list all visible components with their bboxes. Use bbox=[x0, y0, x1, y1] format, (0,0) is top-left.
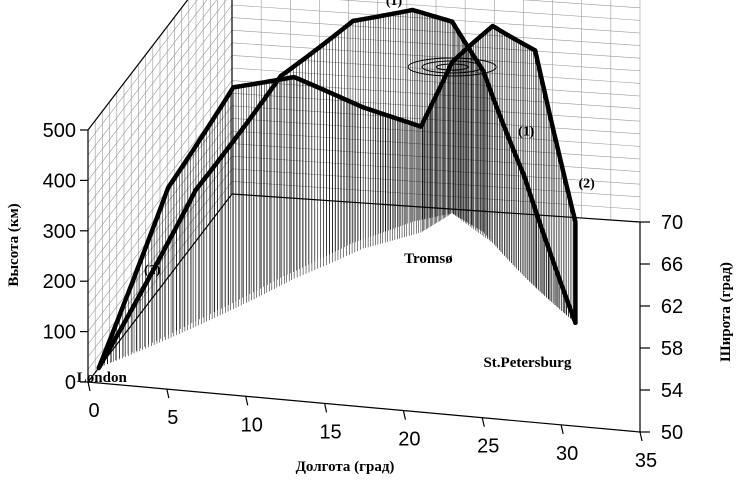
x-axis-line bbox=[87, 381, 641, 433]
y-tick-label: 66 bbox=[661, 254, 683, 276]
tromso-marker-ring bbox=[435, 63, 469, 71]
series-label: (2) bbox=[578, 176, 595, 191]
y-tick-label: 50 bbox=[661, 422, 683, 444]
labels: Высота (км) Долгота (град) Широта (град) bbox=[6, 203, 734, 475]
z-axis-title: Высота (км) bbox=[6, 203, 22, 286]
x-tick-mark bbox=[639, 431, 643, 442]
y-tick-label: 58 bbox=[661, 338, 683, 360]
left-wall-gridline bbox=[87, 0, 208, 156]
left-wall-gridline bbox=[87, 0, 217, 168]
series-label: (2) bbox=[144, 263, 161, 278]
back-wall-gridline bbox=[338, 0, 641, 21]
z-tick-label: 0 bbox=[65, 372, 76, 394]
y-tick-label: 62 bbox=[661, 296, 683, 318]
x-tick-mark bbox=[245, 396, 249, 406]
y-tick-label: 54 bbox=[661, 380, 683, 402]
y-tick-label: 70 bbox=[661, 212, 683, 234]
place-labels: London Tromsø St.Petersburg bbox=[77, 251, 572, 386]
z-tick-label: 100 bbox=[43, 322, 76, 344]
z-tick-label: 300 bbox=[43, 221, 76, 243]
x-tick-label: 30 bbox=[556, 443, 578, 465]
place-label: London bbox=[77, 370, 128, 386]
drop-lines bbox=[101, 9, 576, 367]
z-tick-label: 200 bbox=[43, 271, 76, 293]
series-label: (1) bbox=[386, 0, 403, 9]
x-tick-mark bbox=[323, 403, 328, 413]
x-tick-label: 35 bbox=[635, 450, 657, 472]
x-tick-label: 0 bbox=[88, 400, 99, 422]
z-tick-label: 500 bbox=[43, 120, 76, 142]
left-wall-gridline bbox=[87, 55, 233, 244]
x-tick-label: 25 bbox=[477, 436, 499, 458]
left-wall-gridline bbox=[87, 42, 233, 231]
x-tick-mark bbox=[166, 389, 170, 399]
left-wall-gridline bbox=[87, 0, 227, 181]
left-wall-gridline bbox=[87, 17, 233, 206]
x-tick-mark bbox=[402, 410, 407, 420]
left-wall-gridline bbox=[87, 67, 233, 257]
left-wall-gridline bbox=[87, 4, 233, 194]
box-edge bbox=[87, 0, 189, 131]
left-wall-gridline bbox=[87, 80, 233, 269]
tromso-marker-ring bbox=[421, 60, 483, 74]
y-axis-title: Широта (град) bbox=[718, 262, 734, 362]
z-tick-label: 400 bbox=[43, 170, 76, 192]
x-tick-label: 10 bbox=[241, 414, 263, 436]
tromso-marker-ring bbox=[407, 57, 497, 77]
place-label: Tromsø bbox=[404, 251, 453, 267]
left-wall-gridline bbox=[87, 105, 233, 294]
ray-paths: (1) (1) (2) (2) bbox=[96, 0, 595, 371]
x-tick-label: 20 bbox=[398, 429, 420, 451]
place-label: St.Petersburg bbox=[483, 355, 571, 371]
x-tick-label: 15 bbox=[319, 421, 341, 443]
ray-path-2 bbox=[96, 23, 578, 371]
left-wall-gridline bbox=[87, 0, 198, 143]
x-tick-mark bbox=[481, 417, 485, 427]
ray-path-1 bbox=[96, 7, 578, 371]
x-tick-mark bbox=[87, 381, 91, 392]
x-axis-title: Долгота (град) bbox=[296, 459, 395, 475]
x-tick-mark bbox=[560, 424, 564, 434]
x-tick-label: 5 bbox=[167, 407, 178, 429]
back-wall-gridline bbox=[521, 0, 641, 9]
left-wall-gridline bbox=[87, 30, 233, 219]
series-label: (1) bbox=[518, 125, 535, 140]
